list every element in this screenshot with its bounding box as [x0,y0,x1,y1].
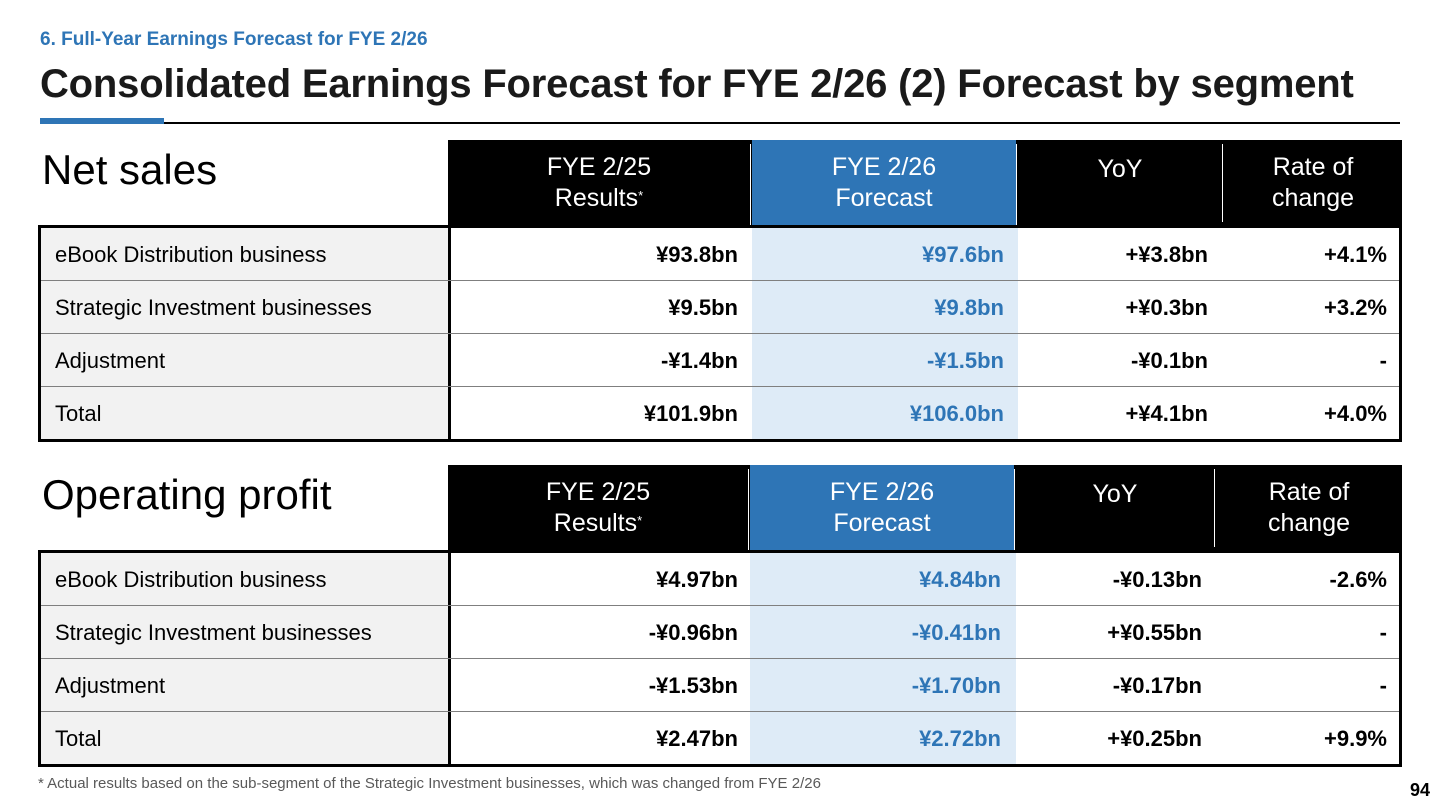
header-yoy-label: YoY [1092,480,1138,508]
rate-value: +9.9% [1324,725,1387,751]
segment-name: Adjustment [55,347,166,373]
results-value: ¥9.5bn [668,294,738,320]
forecast-value: -¥1.5bn [926,347,1004,373]
header-yoy: YoY [1016,465,1214,550]
net-sales-header: FYE 2/25 Results* FYE 2/26 Forecast YoY Ra… [448,140,1402,225]
header-forecast-line2: Forecast [833,508,931,537]
rate-value: - [1379,347,1387,373]
footnote-mark: * [638,187,644,203]
header-separator [750,144,751,225]
rate-value: +4.0% [1324,400,1387,426]
operating-profit-table: Operating profit FYE 2/25 Results* FYE 2/… [38,465,1402,767]
table-row: Adjustment -¥1.4bn -¥1.5bn -¥0.1bn - [41,334,1399,387]
forecast-value: ¥106.0bn [909,400,1004,426]
results-value: ¥93.8bn [656,241,738,267]
net-sales-body: eBook Distribution business ¥93.8bn ¥97.… [38,225,1402,442]
header-forecast-line1: FYE 2/26 [831,152,937,181]
forecast-value: ¥2.72bn [919,725,1001,751]
header-rate: Rate of change [1216,465,1402,550]
rate-value: - [1379,619,1387,645]
header-rate-line1: Rate of [1268,477,1350,506]
yoy-value: +¥0.3bn [1125,294,1208,320]
table-row-total: Total ¥101.9bn ¥106.0bn +¥4.1bn +4.0% [41,387,1399,440]
net-sales-title: Net sales [42,146,218,193]
header-forecast: FYE 2/26 Forecast [750,465,1014,550]
yoy-value: +¥4.1bn [1125,400,1208,426]
header-forecast-line1: FYE 2/26 [829,477,935,506]
rate-value: +4.1% [1324,241,1387,267]
segment-name: Strategic Investment businesses [55,294,372,320]
forecast-value: ¥97.6bn [922,241,1004,267]
results-value: ¥2.47bn [656,725,738,751]
title-rule [40,122,1400,124]
page-title: Consolidated Earnings Forecast for FYE 2… [40,62,1354,106]
table-row: Adjustment -¥1.53bn -¥1.70bn -¥0.17bn - [41,659,1399,712]
yoy-value: -¥0.17bn [1112,672,1202,698]
segment-name: Strategic Investment businesses [55,619,372,645]
segment-name: eBook Distribution business [55,241,327,267]
results-value: -¥1.53bn [648,672,738,698]
yoy-value: +¥0.55bn [1107,619,1202,645]
rate-value: +3.2% [1324,294,1387,320]
rate-value: -2.6% [1329,566,1387,592]
table-row: eBook Distribution business ¥93.8bn ¥97.… [41,228,1399,281]
operating-profit-title: Operating profit [42,471,332,518]
yoy-value: +¥0.25bn [1107,725,1202,751]
header-separator [1214,469,1215,547]
page-number: 94 [1409,780,1430,800]
header-yoy: YoY [1018,140,1222,225]
table-row-total: Total ¥2.47bn ¥2.72bn +¥0.25bn +9.9% [41,712,1399,765]
footnote: * Actual results based on the sub-segmen… [38,775,821,792]
segment-name: eBook Distribution business [55,566,327,592]
forecast-value: -¥1.70bn [911,672,1001,698]
results-value: -¥0.96bn [648,619,738,645]
segment-name: Total [55,725,102,751]
segment-name: Total [55,400,102,426]
header-results-line2: Results [553,508,638,537]
header-forecast: FYE 2/26 Forecast [752,140,1016,225]
header-rate-line1: Rate of [1272,152,1354,181]
header-rate: Rate of change [1224,140,1402,225]
table-row: Strategic Investment businesses ¥9.5bn ¥… [41,281,1399,334]
header-results-line1: FYE 2/25 [545,477,651,506]
header-results: FYE 2/25 Results* [448,465,748,550]
net-sales-table: Net sales FYE 2/25 Results* FYE 2/26 Forec… [38,140,1402,442]
header-results: FYE 2/25 Results* [448,140,750,225]
title-accent-bar [40,118,164,124]
results-value: -¥1.4bn [660,347,738,373]
header-rate-line2: change [1271,183,1355,212]
forecast-value: ¥9.8bn [934,294,1004,320]
footnote-mark: * [637,512,643,528]
yoy-value: -¥0.13bn [1112,566,1202,592]
forecast-value: ¥4.84bn [919,566,1001,592]
yoy-value: +¥3.8bn [1125,241,1208,267]
operating-profit-header: FYE 2/25 Results* FYE 2/26 Forecast YoY Ra… [448,465,1402,550]
results-value: ¥101.9bn [643,400,738,426]
header-results-line2: Results [554,183,639,212]
table-row: eBook Distribution business ¥4.97bn ¥4.8… [41,553,1399,606]
header-forecast-line2: Forecast [835,183,933,212]
operating-profit-body: eBook Distribution business ¥4.97bn ¥4.8… [38,550,1402,767]
header-separator [748,469,749,550]
header-yoy-label: YoY [1097,155,1143,183]
header-results-line1: FYE 2/25 [546,152,652,181]
forecast-value: -¥0.41bn [911,619,1001,645]
section-label: 6. Full-Year Earnings Forecast for FYE 2… [40,29,428,50]
yoy-value: -¥0.1bn [1130,347,1208,373]
table-row: Strategic Investment businesses -¥0.96bn… [41,606,1399,659]
rate-value: - [1379,672,1387,698]
results-value: ¥4.97bn [656,566,738,592]
header-rate-line2: change [1267,508,1351,537]
header-separator [1222,144,1223,222]
segment-name: Adjustment [55,672,166,698]
header-separator [1016,144,1017,225]
header-separator [1014,469,1015,550]
